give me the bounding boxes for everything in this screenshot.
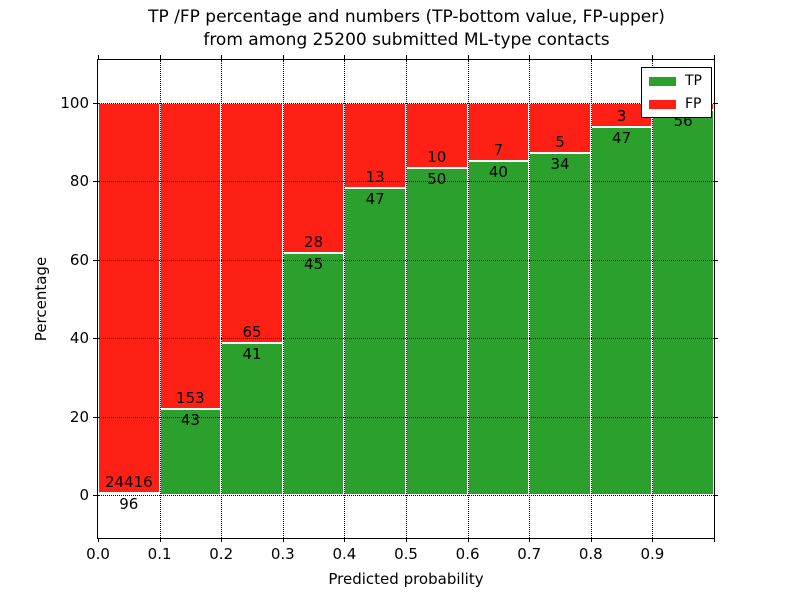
x-tick-mark-top xyxy=(344,55,346,59)
tp-value-label-4: 47 xyxy=(365,189,385,208)
tp-bar-segment-7 xyxy=(529,153,591,495)
tp-value-label-0: 96 xyxy=(119,495,139,514)
h-gridline-0 xyxy=(98,494,714,496)
tp-value-label-2: 41 xyxy=(242,345,262,364)
x-tick-mark xyxy=(344,538,346,542)
y-tick-label-20: 20 xyxy=(69,407,89,426)
tp-bar-segment-4 xyxy=(344,187,406,495)
x-tick-label-0.0: 0.0 xyxy=(86,545,110,563)
y-tick-label-100: 100 xyxy=(60,94,89,113)
x-tick-mark-top xyxy=(406,55,407,59)
tp-legend-swatch xyxy=(649,76,676,86)
legend-item-fp: FP xyxy=(649,97,702,111)
tp-bar-segment-9 xyxy=(652,109,714,495)
x-tick-mark xyxy=(282,538,284,542)
fp-value-label-8: 3 xyxy=(616,106,627,125)
x-tick-mark-top xyxy=(98,55,99,59)
x-tick-mark-top xyxy=(529,55,531,59)
x-tick-label-0.2: 0.2 xyxy=(209,545,234,563)
x-tick-label-0.9: 0.9 xyxy=(640,545,665,563)
x-tick-label-0.6: 0.6 xyxy=(455,545,480,563)
y-tick-label-40: 40 xyxy=(69,329,89,348)
fp-value-label-5: 10 xyxy=(427,148,447,167)
x-tick-label-0.1: 0.1 xyxy=(147,545,172,563)
x-tick-mark xyxy=(652,538,654,542)
y-tick-mark xyxy=(93,338,97,340)
legend-item-tp: TP xyxy=(649,74,702,88)
x-tick-mark xyxy=(406,538,407,542)
chart-title-line2: from among 25200 submitted ML-type conta… xyxy=(203,30,610,50)
x-tick-mark-top xyxy=(590,55,592,59)
y-tick-mark xyxy=(93,103,97,105)
tp-bar-segment-8 xyxy=(590,126,653,495)
x-tick-mark-top xyxy=(714,55,715,59)
tp-bar-segment-2 xyxy=(221,343,283,495)
y-tick-mark-right xyxy=(714,338,718,340)
fp-value-label-2: 65 xyxy=(242,323,262,342)
y-tick-label-0: 0 xyxy=(79,485,89,504)
x-tick-label-0.3: 0.3 xyxy=(270,545,295,563)
x-tick-mark xyxy=(467,538,469,542)
fp-value-label-6: 7 xyxy=(493,141,504,160)
x-tick-mark xyxy=(529,538,531,542)
y-tick-mark xyxy=(93,416,97,418)
tp-value-label-8: 47 xyxy=(612,128,632,147)
fp-bar-segment-1 xyxy=(159,103,222,409)
x-tick-label-0.4: 0.4 xyxy=(332,545,357,563)
y-tick-mark-right xyxy=(714,181,718,183)
fp-value-label-0: 24416 xyxy=(104,473,153,492)
x-tick-mark-top xyxy=(652,55,654,59)
legend-label-tp: TP xyxy=(685,73,702,89)
tp-value-label-5: 50 xyxy=(427,170,447,189)
fp-bar-segment-2 xyxy=(221,103,283,344)
tp-value-label-3: 45 xyxy=(304,255,324,274)
legend: TP FP xyxy=(641,67,712,118)
x-tick-mark xyxy=(714,538,715,542)
y-tick-mark-right xyxy=(714,259,718,261)
y-tick-mark-right xyxy=(714,494,718,496)
y-tick-mark xyxy=(93,494,97,496)
x-tick-label-0.8: 0.8 xyxy=(578,545,603,563)
x-tick-label-0.5: 0.5 xyxy=(394,545,418,563)
tp-value-label-7: 34 xyxy=(550,155,570,174)
y-tick-label-80: 80 xyxy=(69,172,89,191)
y-tick-mark-right xyxy=(714,416,718,418)
x-tick-mark-top xyxy=(159,55,161,59)
chart-title: TP /FP percentage and numbers (TP-bottom… xyxy=(97,6,716,52)
tp-value-label-6: 40 xyxy=(488,163,508,182)
fp-legend-swatch xyxy=(649,99,676,109)
chart-title-line1: TP /FP percentage and numbers (TP-bottom… xyxy=(148,7,665,27)
tp-bar-segment-3 xyxy=(282,253,345,495)
tp-bar-segment-1 xyxy=(159,408,222,495)
fp-value-label-3: 28 xyxy=(304,233,324,252)
tp-bar-segment-5 xyxy=(406,168,468,495)
x-tick-mark-top xyxy=(221,55,223,59)
y-tick-mark xyxy=(93,181,97,183)
x-tick-mark xyxy=(159,538,161,542)
y-tick-mark-right xyxy=(714,103,718,105)
x-tick-label-0.7: 0.7 xyxy=(517,545,542,563)
plot-area: Percentage Predicted probability TP FP 24… xyxy=(32,55,718,588)
fp-value-label-1: 153 xyxy=(176,388,205,407)
x-tick-mark xyxy=(221,538,223,542)
x-tick-mark-top xyxy=(282,55,284,59)
y-tick-label-60: 60 xyxy=(69,250,89,269)
fp-bar-segment-3 xyxy=(282,103,345,254)
x-tick-mark xyxy=(98,538,99,542)
fp-bar-segment-0 xyxy=(98,103,160,494)
fp-value-label-7: 5 xyxy=(555,133,565,152)
legend-label-fp: FP xyxy=(685,96,702,112)
x-tick-mark-top xyxy=(467,55,469,59)
fp-value-label-4: 13 xyxy=(365,167,385,186)
x-axis-label: Predicted probability xyxy=(328,570,484,588)
tp-bar-segment-0 xyxy=(98,493,160,496)
tp-value-label-1: 43 xyxy=(180,410,200,429)
tp-bar-segment-6 xyxy=(467,161,530,495)
fp-bar-segment-6 xyxy=(467,103,530,162)
x-tick-mark xyxy=(590,538,592,542)
y-tick-mark xyxy=(93,259,97,261)
